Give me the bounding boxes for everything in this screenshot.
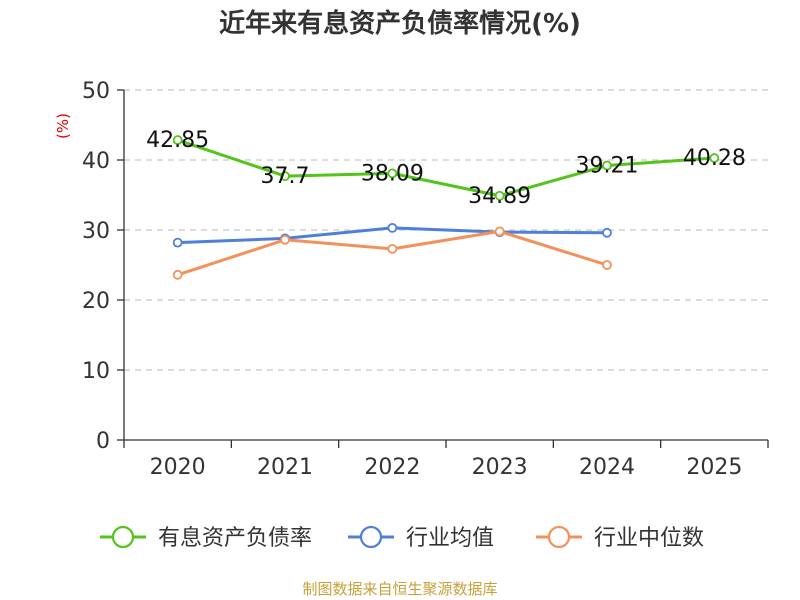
y-tick-label: 30 [82,219,110,244]
axes: 0 10 20 30 40 50 2020 2021 2022 2023 2024 2025 [82,79,769,480]
data-point [387,222,398,233]
data-point [387,243,398,254]
legend-marker-3 [547,525,571,549]
data-point [602,260,612,270]
data-point [280,171,290,182]
data-label: 42.85 [146,128,209,153]
data-label: 34.89 [468,184,531,209]
data-point [280,234,290,245]
x-tick-label: 2023 [472,455,528,480]
x-tick-label: 2022 [364,455,420,480]
legend-label-1: 有息资产负债率 [158,526,312,551]
data-point [172,237,183,248]
data-label: 40.28 [683,146,746,171]
x-tick-label: 2021 [257,455,313,480]
data-point [494,190,505,201]
y-tick-label: 20 [82,289,110,314]
data-label: 38.09 [361,161,424,186]
x-tick-label: 2025 [686,455,742,480]
x-tick-label: 2020 [150,455,206,480]
series-line-1 [177,138,715,198]
data-point [709,153,720,163]
data-point [602,227,612,238]
legend-marker-1 [111,525,135,549]
legend-label-2: 行业均值 [406,526,494,551]
legend-marker-2 [359,525,383,549]
data-labels: 42.85 37.7 38.09 34.89 39.21 40.28 [146,128,746,209]
chart-title: 近年来有息资产负债率情况(%) [219,8,581,39]
data-label: 39.21 [576,154,639,179]
legend: 有息资产负债率 行业均值 行业中位数 [100,525,704,551]
y-axis-label: (%) [54,113,72,139]
data-point [602,160,612,171]
series [172,135,720,280]
y-tick-label: 0 [96,429,110,454]
y-tick-label: 10 [82,359,110,384]
data-label: 37.7 [261,164,310,189]
legend-label-3: 行业中位数 [594,526,704,551]
y-tick-label: 40 [82,149,110,174]
x-tick-label: 2024 [579,455,635,480]
data-point [387,168,398,179]
data-point [494,226,505,237]
data-point [172,135,183,145]
y-tick-label: 50 [82,79,110,104]
source-note: 制图数据来自恒生聚源数据库 [302,580,497,598]
data-point [172,269,183,280]
